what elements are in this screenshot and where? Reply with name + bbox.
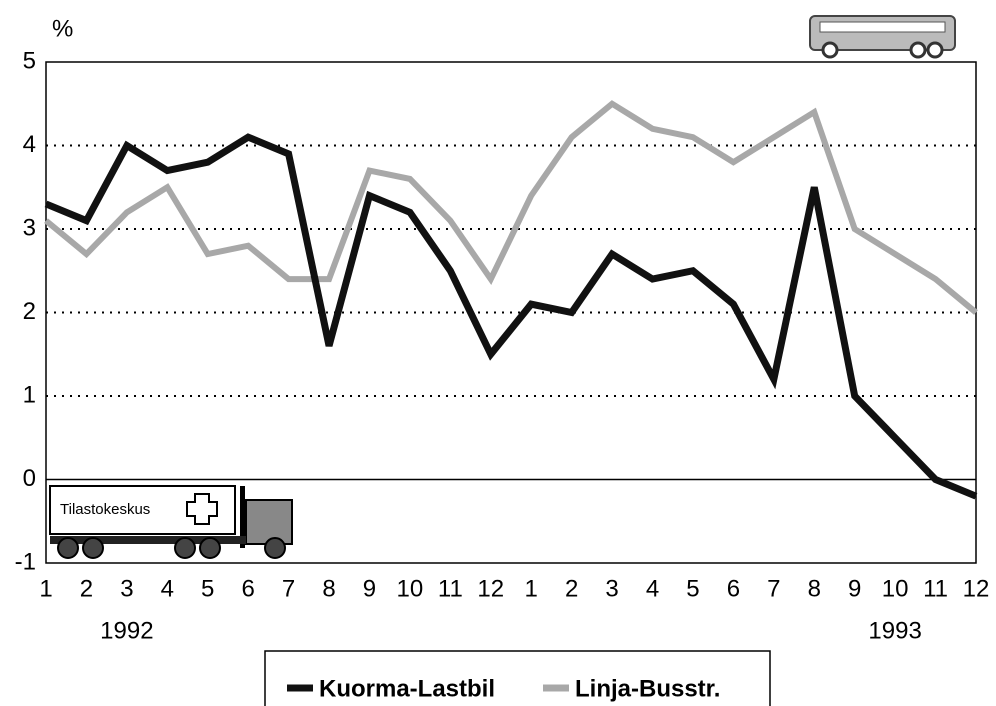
x-tick-label: 3: [120, 575, 133, 602]
y-tick-label: 0: [23, 465, 36, 492]
x-tick-label: 1: [525, 575, 538, 602]
y-tick-label: -1: [15, 548, 36, 575]
y-tick-label: 2: [23, 298, 36, 325]
x-tick-label: 2: [80, 575, 93, 602]
x-tick-label: 5: [201, 575, 214, 602]
x-tick-label: 11: [923, 575, 948, 602]
x-tick-label: 4: [161, 575, 174, 602]
series-line: [46, 137, 976, 496]
x-tick-label: 9: [363, 575, 376, 602]
x-tick-label: 6: [727, 575, 740, 602]
y-tick-label: 4: [23, 131, 36, 158]
x-tick-label: 6: [241, 575, 254, 602]
y-tick-label: 1: [23, 381, 36, 408]
x-tick-label: 7: [282, 575, 295, 602]
chart: % Tilastokeskus -10123451234567891011121…: [0, 0, 996, 706]
x-tick-label: 12: [477, 575, 504, 602]
legend-label: Kuorma-Lastbil: [319, 675, 495, 702]
x-tick-label: 12: [963, 575, 990, 602]
bus-icon: [810, 16, 955, 57]
x-tick-label: 7: [767, 575, 780, 602]
y-tick-label: 3: [23, 214, 36, 241]
series-line: [46, 104, 976, 313]
legend-label: Linja-Busstr.: [575, 675, 720, 702]
x-tick-label: 3: [605, 575, 618, 602]
year-label: 1992: [100, 617, 153, 644]
x-tick-label: 8: [322, 575, 335, 602]
truck-icon: [50, 486, 292, 558]
logo-text: Tilastokeskus: [60, 501, 150, 518]
x-tick-label: 10: [882, 575, 909, 602]
x-tick-label: 11: [438, 575, 463, 602]
x-tick-label: 8: [808, 575, 821, 602]
year-label: 1993: [868, 617, 921, 644]
x-tick-label: 2: [565, 575, 578, 602]
x-tick-label: 5: [686, 575, 699, 602]
x-tick-label: 9: [848, 575, 861, 602]
y-axis-unit: %: [52, 15, 73, 42]
x-tick-label: 1: [39, 575, 52, 602]
y-tick-label: 5: [23, 47, 36, 74]
x-tick-label: 10: [397, 575, 424, 602]
x-tick-label: 4: [646, 575, 659, 602]
